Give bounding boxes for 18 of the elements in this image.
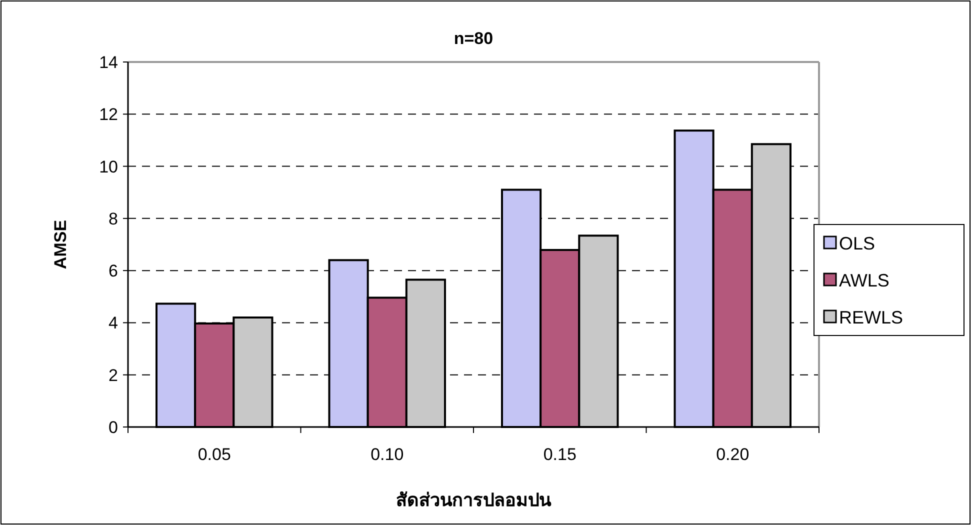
y-axis-title: AMSE	[51, 220, 70, 270]
x-tick-label: 0.10	[370, 445, 404, 464]
chart-title: n=80	[454, 29, 494, 48]
x-tick-label: 0.20	[716, 445, 750, 464]
y-tick-label: 8	[108, 209, 118, 228]
y-tick-label: 4	[108, 314, 118, 333]
x-tick-label: 0.05	[198, 445, 231, 464]
y-tick-label: 2	[108, 366, 118, 385]
x-tick-label: 0.15	[543, 445, 576, 464]
y-tick-label: 12	[99, 105, 118, 124]
legend-label: REWLS	[839, 308, 904, 328]
legend-label: OLS	[839, 234, 876, 254]
legend-label: AWLS	[839, 270, 890, 290]
y-tick-label: 6	[108, 262, 118, 281]
y-tick-label: 10	[99, 157, 118, 176]
x-axis-title: สัดส่วนการปลอมปน	[396, 490, 552, 510]
y-tick-label: 0	[108, 418, 118, 437]
y-tick-label: 14	[99, 53, 118, 72]
